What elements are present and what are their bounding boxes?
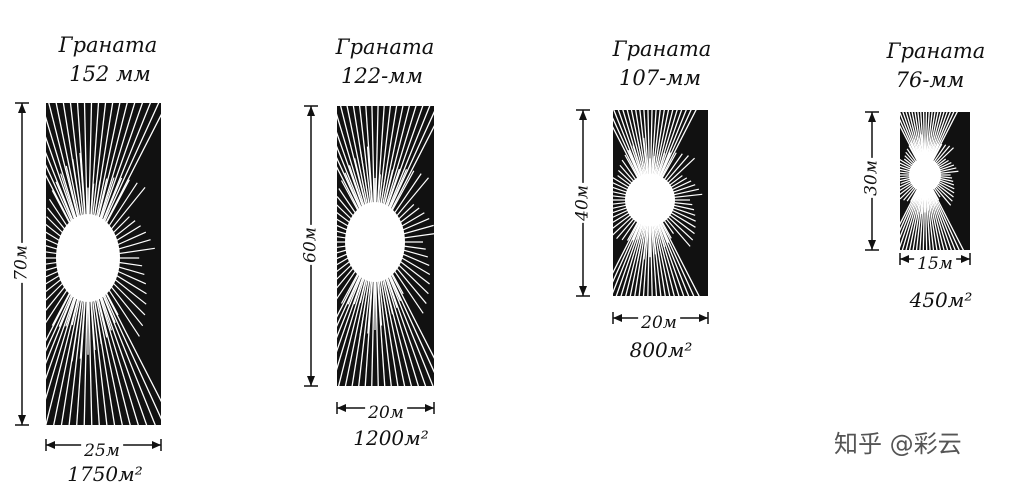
shell-2-width-arrow-left [337,404,346,412]
shell-3-blast-field [613,110,708,296]
shell-3-height-arrow-top [579,110,587,120]
shell-1-caliber: 152 мм [69,62,151,86]
shell-4-blast-field [900,112,970,250]
shell-2-height-arrow-bottom [307,376,315,386]
shell-2-caliber: 122-мм [340,64,424,88]
shell-4-height-arrow-bottom [868,240,876,250]
shell-2-blast-field [337,106,434,386]
shell-1-height-arrow-bottom [18,415,26,425]
shell-2-fragment-rays [337,106,434,386]
shell-2-height-label: 60м [300,225,321,265]
shell-2-height-arrow-top [307,106,315,116]
shell-2-area-label: 1200м² [353,426,429,450]
shell-4-title: Граната [886,39,986,63]
shell-4-width-arrow-left [900,255,909,263]
shell-3-width-label: 20м [638,315,680,332]
shell-4-fragment-rays [900,112,965,250]
shell-2-title: Граната [335,35,435,59]
shell-4-width-label: 15м [914,256,956,273]
shell-1-blast-field [46,103,161,425]
shell-1-area-label: 1750м² [67,462,143,486]
shell-4-area-label: 450м² [909,288,973,312]
shell-4-height-arrow-top [868,112,876,122]
watermark: 知乎 @彩云 [834,430,962,458]
shell-1-width-arrow-left [46,441,55,449]
shell-2-width-label: 20м [365,405,407,422]
shell-3-title: Граната [612,37,712,61]
shell-2-width-arrow-right [425,404,434,412]
shell-4-caliber: 76-мм [895,68,965,92]
shell-1-height-arrow-top [18,103,26,113]
shell-3-fragment-rays [613,110,703,296]
shell-1-height-label: 70м [11,243,32,283]
shell-1-width-label: 25м [81,443,123,460]
shell-3-area-label: 800м² [629,338,693,362]
shell-3-width-arrow-left [613,314,622,322]
shell-3-width-arrow-right [699,314,708,322]
shell-4-height-label: 30м [861,158,882,198]
shell-1-fragment-rays [46,103,161,425]
shell-3-height-arrow-bottom [579,286,587,296]
shell-1-width-arrow-right [152,441,161,449]
shell-1-title: Граната [58,33,158,57]
shell-3-height-label: 40м [572,183,593,223]
shell-3-caliber: 107-мм [618,66,702,90]
shell-4-width-arrow-right [961,255,970,263]
